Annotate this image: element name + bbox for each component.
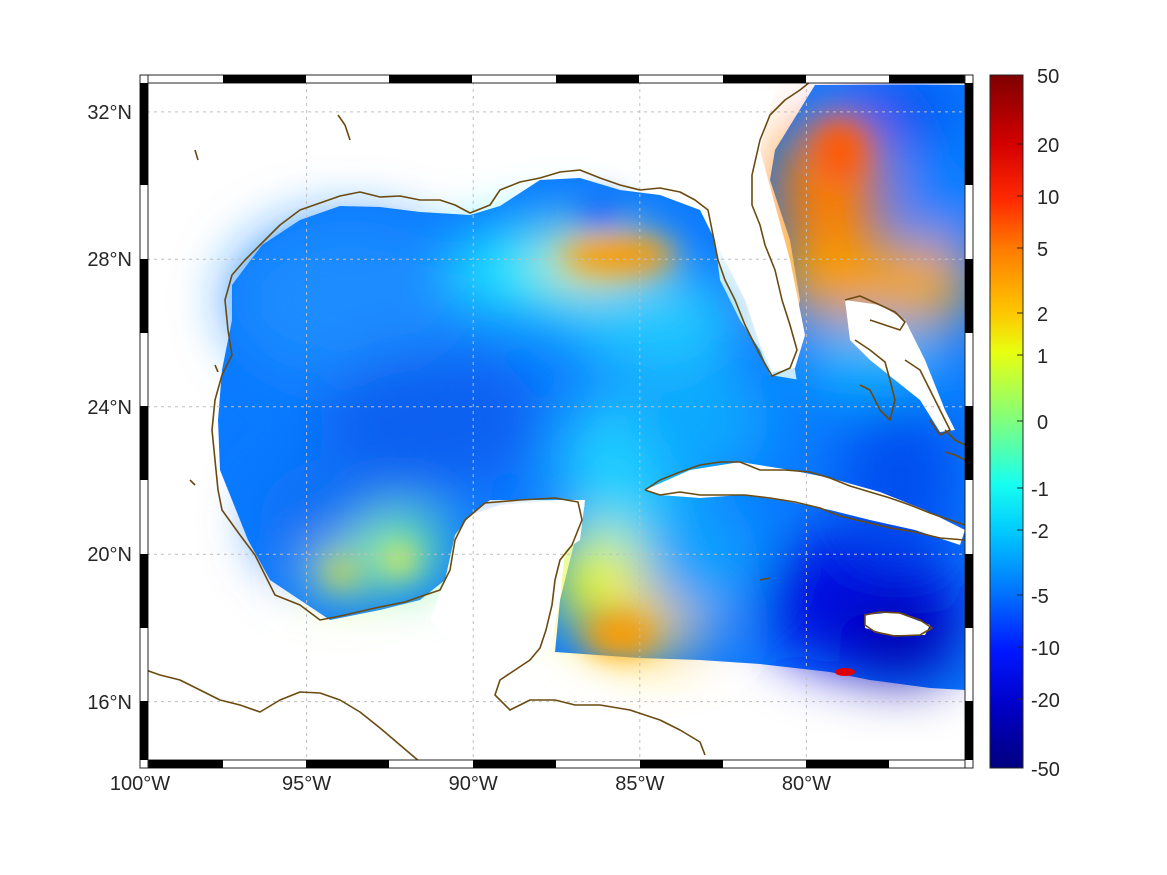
lon-tick-95w: 95°W <box>282 773 331 795</box>
colorbar-label-neg20: -20 <box>1031 690 1060 712</box>
colorbar-label-1: 1 <box>1037 346 1048 368</box>
colorbar-label-neg2: -2 <box>1031 521 1049 543</box>
lat-tick-20n: 20°N <box>87 544 132 566</box>
lon-tick-85w: 85°W <box>615 773 664 795</box>
lon-tick-90w: 90°W <box>449 773 498 795</box>
colorbar-label-2: 2 <box>1037 304 1048 326</box>
lat-tick-labels: 32°N 28°N 24°N 20°N 16°N <box>87 102 132 714</box>
colorbar-label-neg10: -10 <box>1031 638 1060 660</box>
lat-tick-16n: 16°N <box>87 692 132 714</box>
colorbar-label-neg1: -1 <box>1031 479 1049 501</box>
colorbar-label-50: 50 <box>1037 66 1059 88</box>
lat-tick-24n: 24°N <box>87 397 132 419</box>
colorbar-label-0: 0 <box>1037 412 1048 434</box>
lat-tick-28n: 28°N <box>87 249 132 271</box>
lon-tick-100w: 100°W <box>110 773 170 795</box>
colorbar: 50 20 10 5 2 1 0 -1 -2 -5 -10 -20 -50 <box>990 66 1060 781</box>
colorbar-label-10: 10 <box>1037 187 1059 209</box>
colorbar-label-20: 20 <box>1037 135 1059 157</box>
lon-tick-labels: 100°W 95°W 90°W 85°W 80°W <box>110 773 831 795</box>
colorbar-label-neg50: -50 <box>1031 759 1060 781</box>
lat-tick-32n: 32°N <box>87 102 132 124</box>
colorbar-labels: 50 20 10 5 2 1 0 -1 -2 -5 -10 -20 -50 <box>1031 66 1060 781</box>
colorbar-label-neg5: -5 <box>1031 586 1049 608</box>
lon-tick-80w: 80°W <box>782 773 831 795</box>
colorbar-label-5: 5 <box>1037 239 1048 261</box>
